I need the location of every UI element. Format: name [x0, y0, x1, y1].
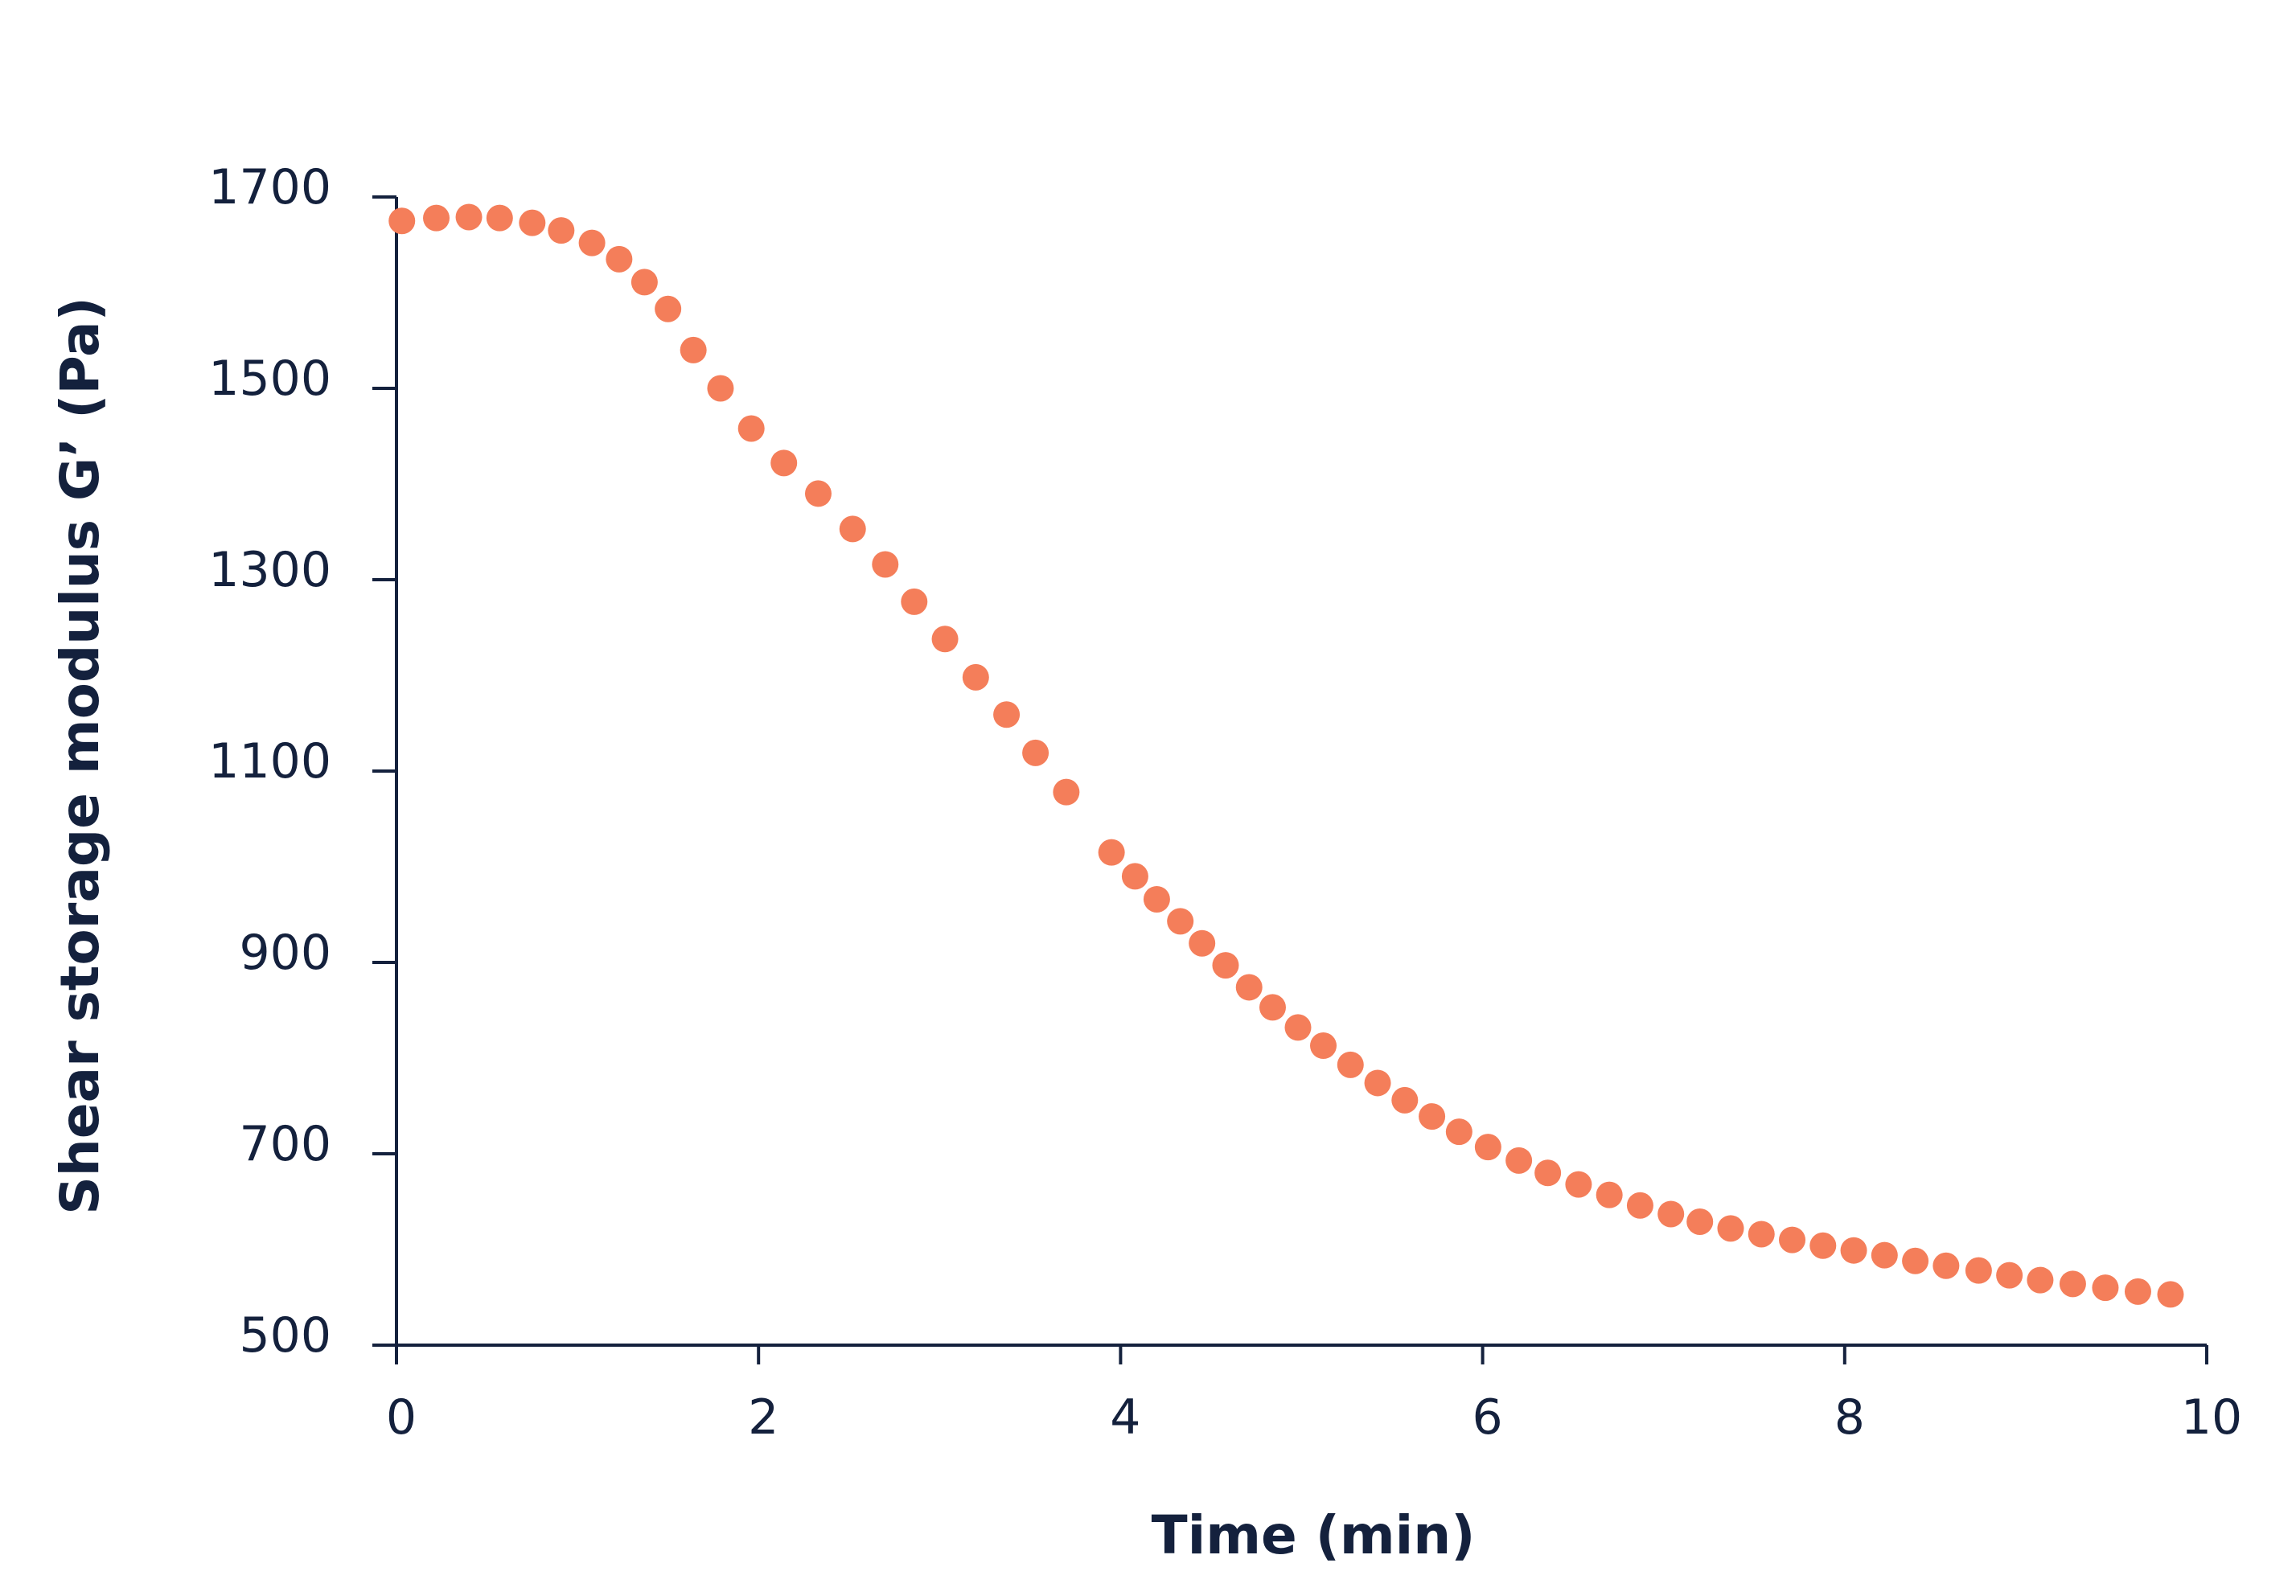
- data-point: [737, 415, 765, 442]
- x-tick-label: 4: [1110, 1389, 1140, 1446]
- data-point: [1212, 952, 1239, 979]
- data-point: [1686, 1208, 1714, 1235]
- data-point: [423, 204, 450, 232]
- data-point: [1235, 974, 1263, 1001]
- data-point: [1143, 885, 1170, 913]
- data-point: [1626, 1192, 1653, 1219]
- data-point: [1419, 1103, 1446, 1130]
- data-point: [1391, 1086, 1419, 1114]
- data-point: [1098, 839, 1125, 866]
- data-point: [486, 204, 513, 232]
- data-point: [2157, 1281, 2184, 1308]
- data-point: [872, 551, 899, 578]
- data-point: [1445, 1118, 1472, 1146]
- y-tick-label: 1100: [208, 733, 331, 790]
- y-tick-label: 1500: [208, 351, 331, 407]
- data-point: [1364, 1069, 1391, 1097]
- data-point: [804, 480, 832, 507]
- x-tick-label: 0: [386, 1389, 417, 1446]
- data-point: [1337, 1051, 1364, 1078]
- data-point: [1657, 1200, 1685, 1228]
- data-point: [2027, 1266, 2054, 1294]
- data-point: [1022, 739, 1049, 766]
- data-point: [770, 449, 798, 477]
- data-point: [901, 588, 928, 615]
- data-point: [455, 203, 483, 231]
- data-point: [1596, 1181, 1623, 1208]
- x-tick-label: 10: [2181, 1389, 2242, 1446]
- y-tick-label: 900: [239, 925, 331, 981]
- data-point: [707, 375, 734, 402]
- x-axis-title: Time (min): [1152, 1504, 1476, 1566]
- data-point: [1310, 1032, 1337, 1060]
- data-point: [680, 336, 707, 363]
- data-point: [993, 701, 1021, 728]
- data-point: [1505, 1147, 1533, 1174]
- axes: [395, 197, 2207, 1347]
- data-points: [388, 203, 2184, 1308]
- data-point: [1779, 1226, 1806, 1253]
- data-point: [1871, 1241, 1898, 1269]
- data-point: [1189, 929, 1216, 957]
- data-point: [1534, 1159, 1562, 1187]
- data-point: [1565, 1171, 1592, 1198]
- data-point: [1474, 1134, 1501, 1161]
- data-point: [1259, 994, 1286, 1021]
- y-tick-label: 1300: [208, 542, 331, 598]
- data-point: [1284, 1014, 1312, 1041]
- data-point: [1167, 908, 1194, 935]
- y-tick-label: 700: [239, 1116, 331, 1172]
- data-point: [388, 207, 416, 235]
- data-point: [578, 229, 606, 256]
- x-tick-label: 2: [748, 1389, 778, 1446]
- data-point: [1933, 1252, 1960, 1279]
- data-point: [655, 295, 682, 322]
- data-point: [2124, 1278, 2151, 1305]
- data-point: [1121, 863, 1148, 890]
- data-point: [1965, 1257, 1992, 1284]
- data-point: [2092, 1274, 2119, 1302]
- data-point: [1902, 1247, 1929, 1274]
- y-axis-title: Shear storage modulus G’ (Pa): [49, 297, 111, 1215]
- data-point: [839, 515, 866, 543]
- data-point: [931, 626, 959, 653]
- ticks: [372, 195, 2208, 1364]
- data-point: [1053, 778, 1080, 806]
- data-point: [630, 269, 658, 296]
- data-point: [1748, 1221, 1775, 1248]
- tick-labels: 0 2 4 6 8 10 500 700 900 1100 1300 1500 1700: [208, 159, 2242, 1446]
- data-point: [606, 245, 633, 273]
- data-point: [1717, 1215, 1744, 1242]
- data-point: [1996, 1262, 2023, 1289]
- data-point: [2059, 1270, 2086, 1298]
- y-tick-label: 500: [239, 1307, 331, 1364]
- x-tick-label: 8: [1834, 1389, 1865, 1446]
- data-point: [548, 217, 575, 244]
- data-point: [519, 209, 546, 236]
- data-point: [1840, 1237, 1867, 1264]
- data-point: [1809, 1232, 1837, 1259]
- data-point: [962, 663, 989, 691]
- y-tick-label: 1700: [208, 159, 331, 215]
- x-tick-label: 6: [1472, 1389, 1503, 1446]
